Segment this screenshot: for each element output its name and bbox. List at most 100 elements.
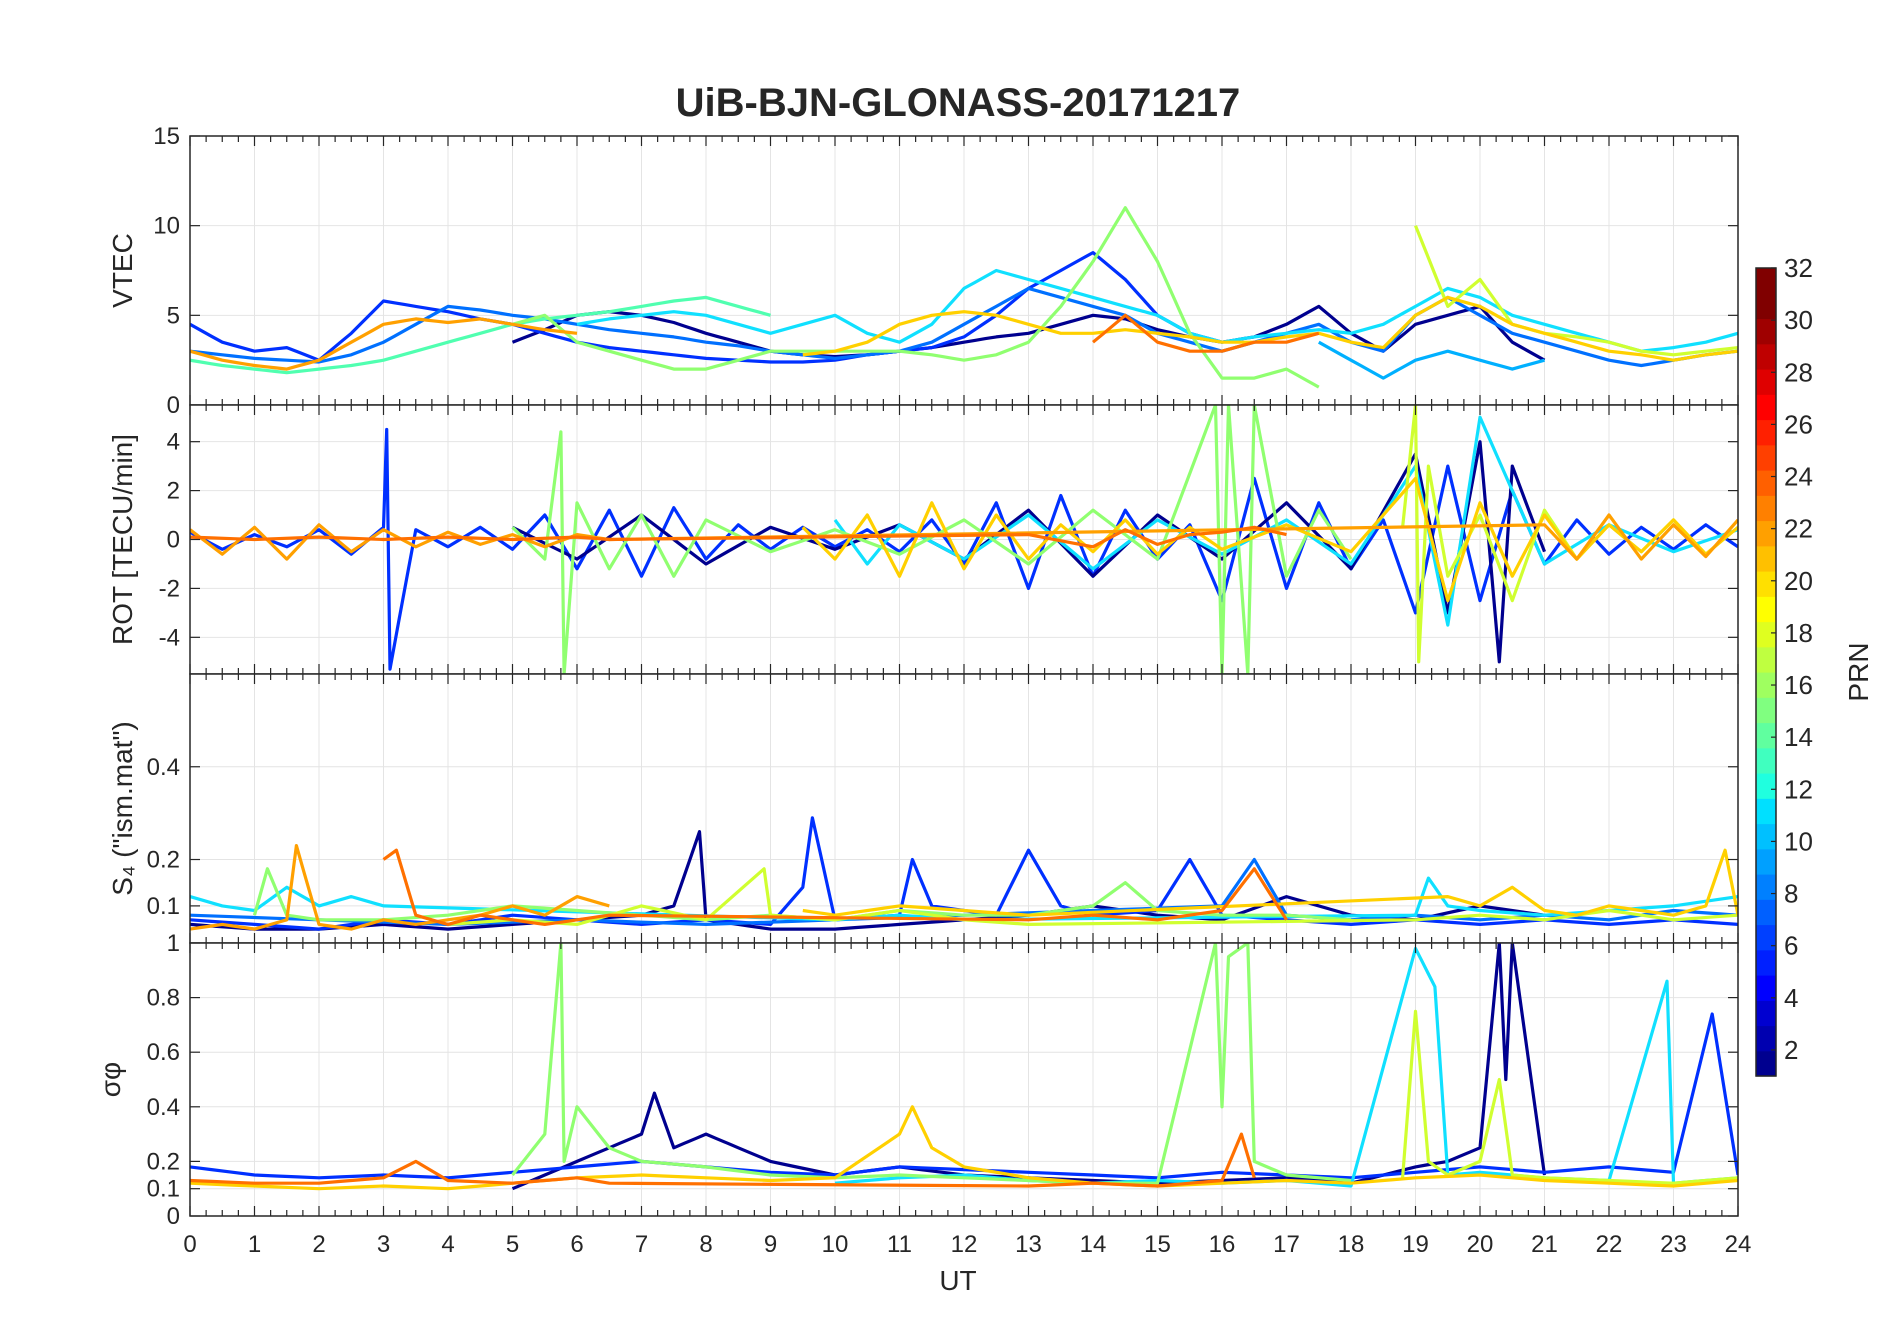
colorbar-tick-label: 32 (1784, 253, 1813, 283)
colorbar-swatch (1756, 545, 1776, 572)
y-ticks: 00.10.2 0.4 0.6 0.8 1 (147, 930, 1738, 1230)
colorbar-tick-label: 6 (1784, 931, 1798, 961)
y-tick-label: 0.4 (147, 1094, 180, 1121)
series-line-prn-14 (190, 295, 771, 375)
x-tick-label: 20 (1467, 1231, 1494, 1258)
series-line-prn-21 (802, 295, 1738, 362)
series-line-prn-19 (1414, 225, 1738, 357)
series-line-prn-16 (512, 206, 1320, 389)
y-tick-label: 1 (167, 930, 180, 957)
colorbar-swatch (1756, 444, 1776, 471)
colorbar-swatch (1756, 343, 1776, 370)
x-tick-label: 19 (1402, 1231, 1429, 1258)
colorbar-swatch (1756, 571, 1776, 597)
colorbar-tick-label: 14 (1784, 722, 1813, 752)
colorbar-swatch (1756, 949, 1776, 976)
series-line-prn-21 (190, 1105, 1738, 1191)
y-tick-label: 0 (167, 1203, 180, 1230)
series-group (190, 816, 1738, 931)
y-tick-label: 4 (167, 429, 180, 456)
y-tick-label: 0.4 (147, 754, 180, 781)
series-group (190, 405, 1738, 674)
x-tick-label: 3 (377, 1231, 390, 1258)
y-tick-label: 0 (167, 527, 180, 554)
x-tick-label: 24 (1725, 1231, 1752, 1258)
colorbar-swatch (1756, 596, 1776, 623)
panel-1: 0 5 10 15 VTEC (107, 123, 1739, 419)
x-ticks (189, 405, 1739, 674)
colorbar-swatch (1756, 1050, 1776, 1077)
y-ticks: 0.1 0.2 0.4 (147, 754, 1738, 920)
colorbar-swatch (1756, 1025, 1776, 1052)
colorbar-tick-label: 20 (1784, 566, 1813, 596)
chart-title: UiB-BJN-GLONASS-20171217 (676, 81, 1241, 125)
series-line-prn-12 (833, 415, 1738, 627)
series-line-prn-5 (190, 251, 1223, 364)
colorbar-tick-label: 28 (1784, 357, 1813, 387)
series-line-prn-19 (447, 867, 1738, 926)
panel-3: 0.1 0.2 0.4 S₄ ("ism.mat") (107, 673, 1739, 944)
x-tick-label: 22 (1596, 1231, 1623, 1258)
panel-2: -4 -2 0 2 4 ROT [TECU/min] (107, 404, 1739, 675)
colorbar-swatch (1756, 924, 1776, 951)
colorbar-swatch (1756, 747, 1776, 774)
x-tick-label: 11 (887, 1231, 912, 1258)
colorbar-frame (1755, 267, 1777, 1077)
series-line-prn-11 (1318, 340, 1545, 380)
y-axis-label: VTEC (107, 233, 138, 308)
colorbar-swatch (1756, 293, 1776, 320)
y-tick-label: 0 (167, 392, 180, 419)
y-axis-label: σφ (95, 1062, 126, 1097)
y-tick-label: 10 (153, 213, 180, 240)
x-tick-label: 21 (1531, 1231, 1558, 1258)
x-tick-label: 6 (570, 1231, 583, 1258)
x-tick-label: 9 (764, 1231, 777, 1258)
colorbar-swatch (1756, 874, 1776, 900)
colorbar-tick-label: 30 (1784, 305, 1813, 335)
series-line-prn-24 (190, 525, 1287, 549)
x-tick-label: 5 (506, 1231, 519, 1258)
y-tick-label: 15 (153, 123, 180, 150)
y-tick-label: 0.2 (147, 847, 180, 874)
colorbar-swatch (1756, 773, 1776, 799)
colorbar-swatch (1756, 697, 1776, 724)
x-tick-label: 7 (635, 1231, 648, 1258)
x-tick-label: 0 (183, 1231, 196, 1258)
series-line-prn-22 (190, 513, 1738, 561)
panel-4: 00.10.2 0.4 0.6 0.8 1 σφ (95, 930, 1739, 1230)
series-line-prn-5 (190, 427, 1738, 671)
x-tick-label: 8 (699, 1231, 712, 1258)
y-tick-label: 0.1 (147, 1176, 180, 1203)
series-line-prn-21 (801, 476, 1738, 603)
series-group (190, 206, 1738, 389)
colorbar-swatch (1756, 470, 1776, 496)
x-ticks (189, 674, 1739, 943)
y-ticks: -4 -2 0 2 4 (159, 429, 1738, 651)
colorbar-swatch (1756, 722, 1776, 749)
colorbar-tick-label: 26 (1784, 409, 1813, 439)
x-axis-label: UT (939, 1265, 976, 1296)
x-ticks (189, 136, 1739, 405)
x-tick-label: 15 (1144, 1231, 1171, 1258)
y-tick-label: -2 (159, 575, 180, 602)
colorbar-tick-label: 8 (1784, 879, 1798, 909)
colorbar-tick-label: 18 (1784, 618, 1813, 648)
y-tick-label: 0.1 (147, 893, 180, 920)
colorbar-tick-label: 16 (1784, 670, 1813, 700)
colorbar-swatch (1756, 621, 1776, 648)
x-tick-label: 13 (1015, 1231, 1042, 1258)
series-line-prn-24 (190, 1132, 1256, 1188)
colorbar-swatch (1756, 318, 1776, 345)
series-line-prn-22 (190, 844, 610, 931)
colorbar-tick-label: 10 (1784, 826, 1813, 856)
x-tick-labels: 0 1 2 3 4 5 6 7 8 9 10 11 12 13 14 15 16 17 18 19 20 21 22 23 24 (183, 1231, 1751, 1258)
x-tick-label: 14 (1080, 1231, 1107, 1258)
x-ticks (189, 943, 1739, 1216)
y-tick-label: 0.2 (147, 1148, 180, 1175)
series-line-prn-2 (190, 830, 1545, 931)
colorbar-swatch (1756, 268, 1776, 294)
y-tick-label: -4 (159, 624, 180, 651)
